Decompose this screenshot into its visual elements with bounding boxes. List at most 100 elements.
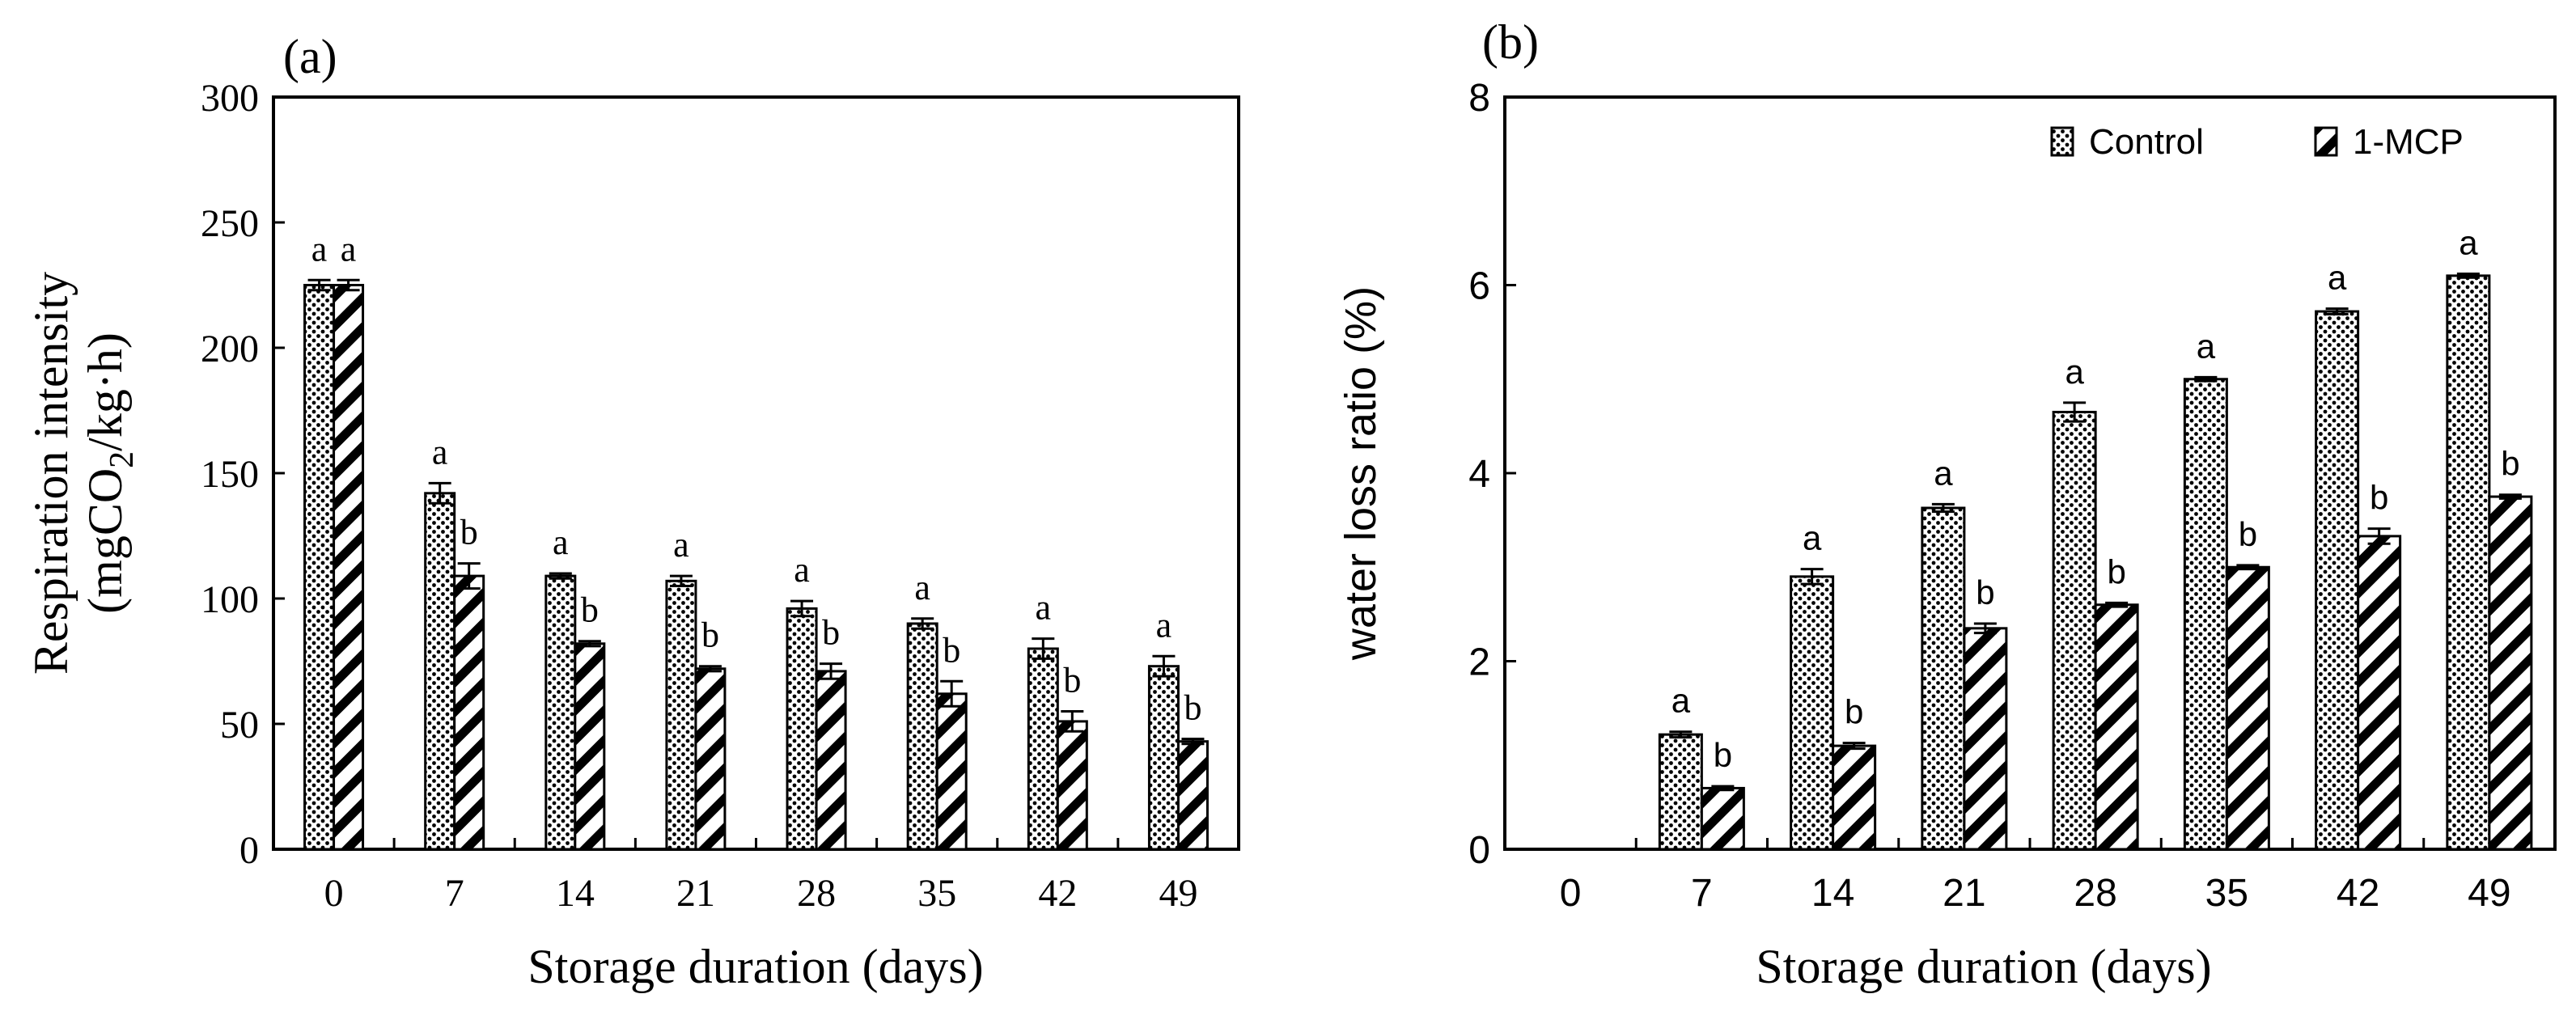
- panel-a-sig-label-control: a: [673, 525, 689, 565]
- panel-a-bar-control: [665, 579, 697, 851]
- panel-a-error-bar-1-mcp: [1181, 738, 1205, 746]
- legend-swatch-1-mcp: [2314, 126, 2338, 157]
- panel-a-y-tick-label: 100: [201, 578, 259, 621]
- panel-b-sig-label-1-mcp: b: [1845, 693, 1863, 731]
- panel-b-error-bar-1-mcp: [2367, 527, 2391, 545]
- panel-a-error-bar-1-mcp: [578, 640, 601, 648]
- legend-swatch-control: [2050, 126, 2074, 157]
- panel-a-bar-control: [906, 622, 938, 851]
- panel-b-x-tick-label: 7: [1691, 872, 1713, 915]
- panel-b-error-bar-1-mcp: [2105, 601, 2129, 608]
- panel-a-error-bar-control: [428, 481, 451, 505]
- panel-a-y-axis-unit: (mgCO2/kg·h): [78, 332, 141, 614]
- panel-b-y-tick-label: 8: [1468, 77, 1490, 120]
- panel-b-bar-control: [1658, 733, 1703, 851]
- panel-b-x-axis: 0 7 14 21 28 35 42 49: [1560, 838, 2511, 915]
- panel-a-x-tick-label: 49: [1159, 872, 1197, 915]
- panel-b-error-bar-control: [2194, 375, 2218, 383]
- panel-a-y-tick-label: 250: [201, 202, 259, 245]
- panel-a-x-tick-label: 14: [556, 872, 595, 915]
- panel-a-error-bar-1-mcp: [820, 662, 843, 680]
- panel-a-sig-label-1-mcp: b: [460, 513, 478, 552]
- panel-b-bar-control: [2315, 310, 2360, 851]
- panel-a-x-tick-label: 0: [324, 872, 344, 915]
- panel-a-y-unit-subscript: 2: [104, 451, 141, 468]
- panel-a-error-bar-1-mcp: [457, 562, 481, 590]
- panel-a-y-axis-title-main: Respiration intensity: [24, 272, 78, 675]
- panel-a-bar-1-mcp: [1056, 720, 1088, 851]
- panel-b-x-tick-label: 49: [2468, 872, 2510, 915]
- panel-b-y-tick-label: 6: [1468, 264, 1490, 307]
- panel-a-y-unit-suffix: /kg·h): [78, 332, 132, 451]
- panel-b-bar-1-mcp: [1832, 744, 1877, 851]
- panel-a-bar-control: [1147, 665, 1180, 851]
- legend-label-1-mcp: 1-MCP: [2353, 122, 2464, 162]
- panel-a-sig-label-control: a: [553, 522, 569, 562]
- panel-a-error-bar-control: [911, 617, 934, 630]
- panel-b-x-tick-label: 21: [1943, 872, 1985, 915]
- panel-a-y-axis: 0 50 100 150 200 250 300: [201, 77, 285, 872]
- panel-b-bar-1-mcp: [2225, 565, 2270, 851]
- panel-a-sig-label-1-mcp: b: [701, 615, 719, 655]
- panel-a-sig-label-control: a: [432, 432, 448, 472]
- panel-b-legend: Control 1-MCP: [2050, 122, 2464, 162]
- panel-b-bar-1-mcp: [1963, 627, 2008, 851]
- panel-b-bar-1-mcp: [2094, 603, 2139, 851]
- panel-a-y-axis-title: Respiration intensity: [24, 272, 78, 675]
- legend-label-control: Control: [2089, 122, 2204, 162]
- panel-a-bar-control: [786, 607, 818, 851]
- panel-b-x-tick-label: 14: [1811, 872, 1854, 915]
- panel-a-sig-label-control: a: [1036, 588, 1052, 628]
- panel-b-error-bar-control: [2063, 401, 2087, 423]
- panel-a-sig-label-1-mcp: b: [1184, 688, 1201, 728]
- panel-b-error-bar-control: [2456, 273, 2480, 279]
- panel-a-y-tick-label: 50: [220, 704, 259, 747]
- panel-b-error-bar-1-mcp: [1973, 622, 1997, 635]
- panel-a-sig-label-1-mcp: b: [943, 630, 960, 670]
- panel-b-sig-label-control: a: [1934, 454, 1953, 492]
- panel-b-sig-label-control: a: [2197, 327, 2216, 365]
- panel-b-sig-label-control: a: [2065, 353, 2084, 391]
- panel-b-x-axis-title: Storage duration (days): [1756, 940, 2211, 993]
- panel-b-bar-1-mcp: [2357, 535, 2402, 851]
- panel-b-error-bar-control: [1800, 568, 1824, 586]
- panel-a-plot-frame: [272, 95, 1240, 851]
- panel-a-sig-label-1-mcp: b: [822, 613, 840, 653]
- panel-b-x-tick-label: 28: [2074, 872, 2116, 915]
- panel-a-error-bar-control: [1152, 654, 1176, 678]
- panel-b-error-bar-control: [1931, 502, 1955, 514]
- panel-a-y-unit-prefix: (mgCO: [78, 468, 132, 614]
- panel-a-bar-control: [424, 492, 456, 851]
- panel-b-x-tick-label: 0: [1560, 872, 1582, 915]
- panel-a-sig-label-control: a: [1156, 605, 1172, 645]
- panel-b-x-tick-label: 42: [2337, 872, 2379, 915]
- panel-a-bar-control: [1027, 647, 1059, 851]
- panel-a-label: (a): [283, 30, 337, 83]
- panel-a-error-bar-1-mcp: [337, 278, 360, 292]
- panel-a-error-bar-control: [790, 599, 814, 618]
- panel-b-error-bar-1-mcp: [1711, 785, 1735, 792]
- panel-b-bar-1-mcp: [2488, 495, 2533, 851]
- panel-b-sig-label-control: a: [2459, 224, 2478, 262]
- panel-b-sig-label-control: a: [1803, 519, 1822, 557]
- panel-a-bar-1-mcp: [574, 642, 606, 851]
- panel-b-error-bar-1-mcp: [1842, 742, 1866, 751]
- panel-b-label: (b): [1482, 15, 1539, 69]
- panel-a-x-axis: 0 7 14 21 28 35 42 49: [324, 838, 1197, 915]
- panel-b-error-bar-control: [1669, 730, 1693, 739]
- panel-a-error-bar-control: [307, 278, 331, 292]
- panel-a-error-bar-1-mcp: [698, 665, 722, 673]
- panel-a-x-tick-label: 35: [917, 872, 956, 915]
- panel-b-bar-control: [2052, 410, 2097, 851]
- panel-a-error-bar-1-mcp: [1061, 710, 1084, 733]
- panel-a-y-tick-label: 300: [201, 77, 259, 120]
- panel-b-y-tick-label: 4: [1468, 453, 1490, 496]
- panel-a-x-tick-label: 7: [445, 872, 464, 915]
- panel-b-bar-control: [1790, 575, 1835, 851]
- panel-a-bar-1-mcp: [453, 574, 485, 851]
- panel-a-error-bar-1-mcp: [940, 679, 964, 708]
- panel-a-bar-1-mcp: [1176, 740, 1209, 851]
